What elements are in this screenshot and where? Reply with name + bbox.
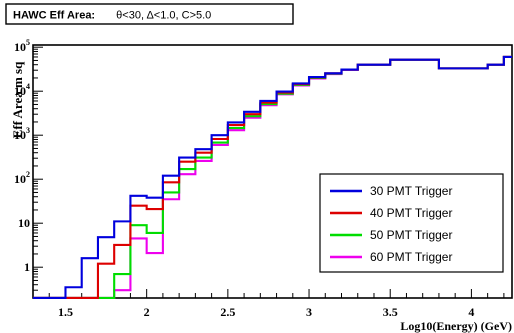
chart-title-box: HAWC Eff Area: θ<30, Δ<1.0, C>5.0 [5,3,294,25]
y-tick-label: 10 [18,216,30,230]
chart-title-cuts: θ<30, Δ<1.0, C>5.0 [116,10,211,22]
x-tick-label: 1.5 [58,305,73,319]
x-axis-label: Log10(Energy) (GeV) [400,319,512,333]
legend: 30 PMT Trigger 40 PMT Trigger 50 PMT Trigg… [319,173,504,273]
x-tick-label: 3.5 [383,305,398,319]
y-axis-label: Eff Area m sq [10,61,25,138]
chart-title: HAWC Eff Area: θ<30, Δ<1.0, C>5.0 [13,10,211,22]
y-tick-label: 1 [24,260,30,274]
y-tick-label: 102 [14,170,30,186]
chart-title-name: HAWC Eff Area: [13,10,95,22]
title-box-frame [5,3,294,25]
x-tick-label: 4 [468,305,474,319]
legend-label: 30 PMT Trigger [370,184,452,198]
x-tick-label: 2 [144,305,150,319]
x-tick-label: 2.5 [220,305,235,319]
y-tick-label: 105 [14,38,30,54]
y-tick-label: 103 [14,126,30,142]
legend-label: 40 PMT Trigger [370,206,452,220]
legend-label: 60 PMT Trigger [370,250,452,264]
series-lines [33,55,512,300]
y-tick-label: 104 [14,82,30,98]
legend-label: 50 PMT Trigger [370,228,452,242]
plot-frame [32,44,513,299]
series-line [33,55,512,300]
axis-tick-labels: 1.5 2 2.5 3 3.5 4 1 10 102 103 104 105 [14,38,474,319]
x-tick-label: 3 [306,305,312,319]
